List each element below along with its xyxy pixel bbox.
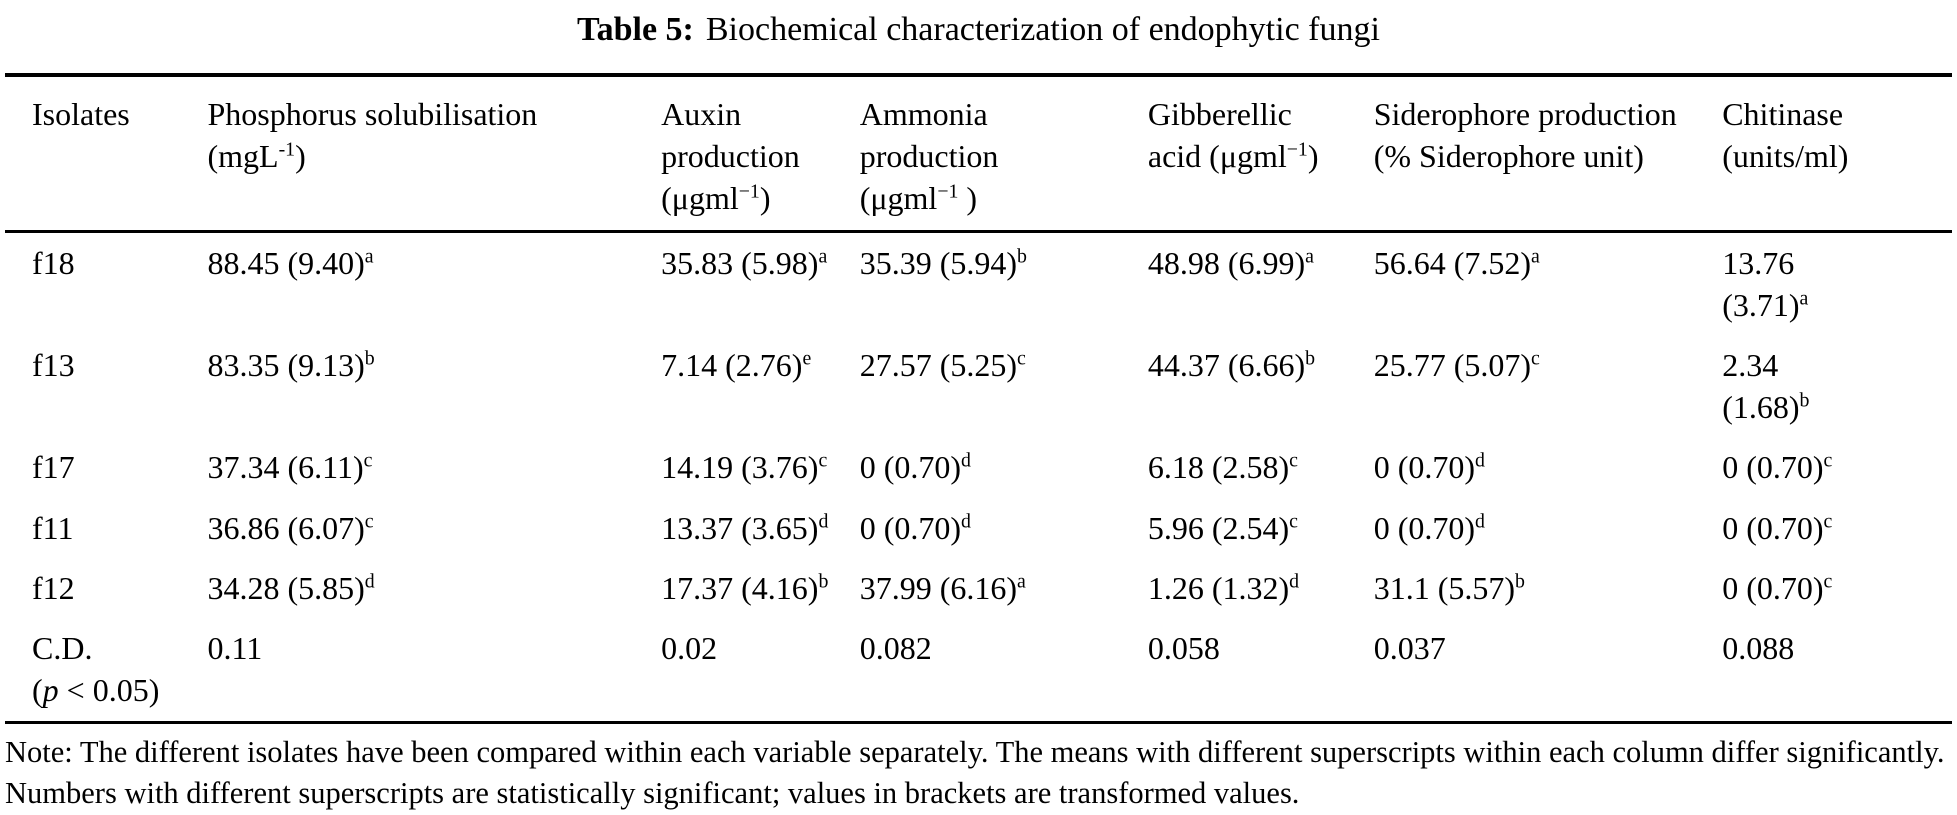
table-cell: 0.058 (1147, 630, 1220, 667)
table-row: f13 83.35 (9.13)b 7.14 (2.76)e 27.57 (5.25)… (5, 335, 1952, 437)
table-cell: 13.76 (3.71)a (1722, 244, 1809, 323)
column-header-phosphorus-solubilisation: Phosphorus solubilisation (mgL-1) (207, 74, 662, 233)
table-cell: 25.77 (5.07)c (1373, 346, 1540, 383)
table-cell: 0 (0.70)d (859, 449, 971, 486)
table-cell: 37.34 (6.11)c (207, 449, 373, 486)
table-cell: 36.86 (6.07)c (207, 509, 374, 546)
table-cell: 1.26 (1.32)d (1147, 569, 1300, 606)
table-cell: 56.64 (7.52)a (1373, 244, 1540, 281)
table-cell: 44.37 (6.66)b (1147, 346, 1316, 383)
table-cell: 7.14 (2.76)e (661, 346, 812, 383)
table-cell: 17.37 (4.16)b (661, 569, 829, 606)
table-header: Isolates Phosphorus solubilisation (mgL-1)… (5, 74, 1952, 233)
table-cell: 31.1 (5.57)b (1373, 569, 1525, 606)
table-cell: 0 (0.70)d (1373, 509, 1485, 546)
row-label: f18 (32, 244, 75, 281)
table-number-label: Table 5: (577, 11, 694, 48)
table-cell: 0.037 (1373, 630, 1446, 667)
table-row: f17 37.34 (6.11)c 14.19 (3.76)c 0 (0.70)d 6.… (5, 437, 1952, 497)
column-header-siderophore-production: Siderophore production (% Siderophore uni… (1373, 74, 1723, 233)
table-cell: 0.088 (1722, 630, 1795, 667)
table-cell: 34.28 (5.85)d (207, 569, 375, 606)
table-row: f18 88.45 (9.40)a 35.83 (5.98)a 35.39 (5.94… (5, 231, 1952, 335)
table-cell: 0.082 (859, 630, 932, 667)
table-cell: 0 (0.70)c (1722, 509, 1833, 546)
table-cell: 35.83 (5.98)a (661, 244, 828, 281)
table-body: f18 88.45 (9.40)a 35.83 (5.98)a 35.39 (5.94… (5, 231, 1952, 722)
table-cell: 27.57 (5.25)c (859, 346, 1026, 383)
row-label: f13 (32, 346, 75, 383)
table-cell: 88.45 (9.40)a (207, 244, 374, 281)
table-row: C.D. (p < 0.05) 0.11 0.02 0.082 0.058 0.037 0.0… (5, 618, 1952, 722)
table-caption: Biochemical characterization of endophyt… (705, 11, 1380, 48)
table-cell: 13.37 (3.65)d (661, 509, 829, 546)
row-label: f11 (32, 509, 74, 546)
column-header-gibberellic-acid: Gibberellic acid (μgml−1) (1147, 74, 1374, 233)
table-cell: 0.02 (661, 630, 718, 667)
column-header-ammonia-production: Ammonia production (μgml−1 ) (859, 74, 1148, 233)
table-cell: 0 (0.70)d (1373, 449, 1485, 486)
table-cell: 14.19 (3.76)c (661, 449, 828, 486)
table-row: f12 34.28 (5.85)d 17.37 (4.16)b 37.99 (6.16… (5, 558, 1952, 618)
column-header-isolates: Isolates (5, 74, 208, 233)
row-label: f17 (32, 449, 75, 486)
table-cell: 83.35 (9.13)b (207, 346, 375, 383)
row-label: C.D. (p < 0.05) (32, 630, 160, 709)
table-cell: 5.96 (2.54)c (1147, 509, 1298, 546)
table-cell: 0 (0.70)c (1722, 569, 1833, 606)
table-cell: 2.34 (1.68)b (1722, 346, 1810, 426)
table-cell: 0 (0.70)d (859, 509, 971, 546)
table-cell: 35.39 (5.94)b (859, 244, 1027, 281)
header-row: Isolates Phosphorus solubilisation (mgL-1)… (5, 74, 1952, 233)
table-cell: 6.18 (2.58)c (1147, 449, 1298, 486)
table-cell: 0 (0.70)c (1722, 449, 1833, 486)
table-cell: 0.11 (207, 630, 263, 667)
data-table: Isolates Phosphorus solubilisation (mgL-1)… (5, 72, 1952, 724)
table-note: Note: The different isolates have been c… (5, 734, 1945, 811)
table-title: Table 5: Biochemical characterization of … (5, 10, 1952, 51)
table-row: f11 36.86 (6.07)c 13.37 (3.65)d 0 (0.70)d 5.… (5, 498, 1952, 558)
column-header-auxin-production: Auxin production (μgml−1) (661, 74, 860, 233)
row-label: f12 (32, 569, 75, 606)
table-cell: 37.99 (6.16)a (859, 569, 1026, 606)
column-header-chitinase: Chitinase (units/ml) (1722, 74, 1952, 233)
table-cell: 48.98 (6.99)a (1147, 244, 1314, 281)
